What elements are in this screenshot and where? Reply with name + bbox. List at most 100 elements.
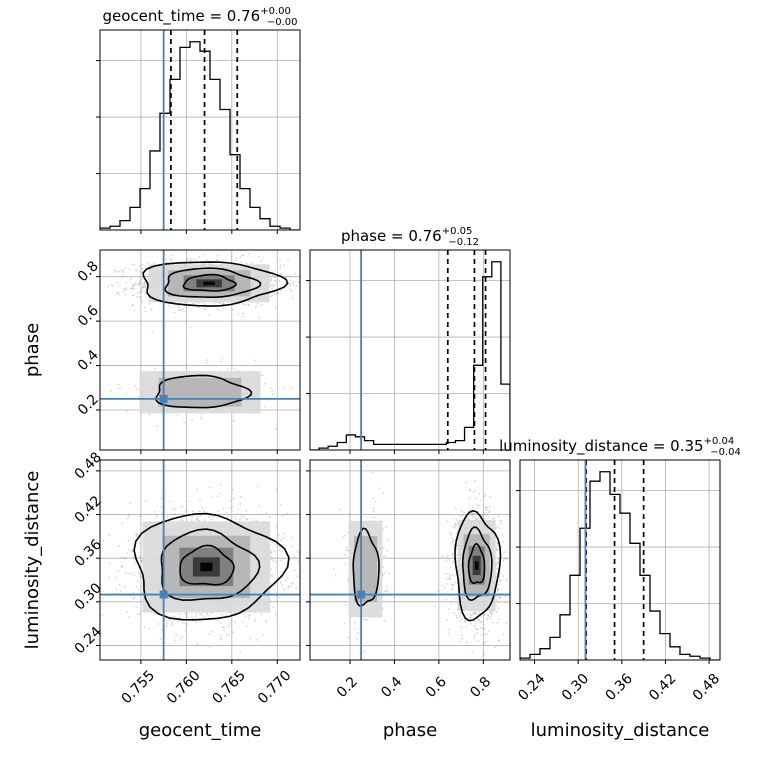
sample-point [449, 566, 452, 569]
sample-point [493, 517, 496, 519]
sample-point [474, 611, 477, 614]
sample-point [141, 263, 144, 266]
sample-point [229, 500, 232, 502]
sample-point [271, 575, 273, 577]
y-tick-label-phase: 0.4 [75, 347, 102, 374]
sample-point [503, 551, 506, 553]
sample-point [497, 639, 500, 642]
sample-point [219, 484, 222, 486]
sample-point [301, 558, 303, 560]
sample-point [143, 306, 146, 309]
sample-point [148, 303, 151, 305]
sample-point [254, 618, 257, 621]
sample-point [347, 578, 349, 581]
sample-point [127, 517, 129, 520]
sample-point [270, 550, 273, 552]
sample-point [382, 566, 384, 568]
sample-point [273, 292, 276, 295]
sample-point [241, 254, 243, 257]
sample-point [196, 643, 199, 646]
sample-point [154, 612, 157, 615]
sample-point [218, 301, 221, 304]
sample-point [186, 616, 189, 619]
sample-point [282, 264, 285, 267]
sample-point [222, 302, 225, 304]
sample-point [180, 309, 183, 311]
sample-point [265, 512, 268, 515]
sample-point [386, 539, 389, 541]
sample-point [136, 579, 139, 582]
sample-point [121, 269, 124, 272]
sample-point [211, 518, 214, 521]
sample-point [453, 598, 456, 600]
sample-point [287, 259, 289, 262]
sample-point [274, 269, 276, 271]
sample-point [185, 363, 188, 365]
sample-point [446, 578, 449, 581]
sample-point [495, 610, 498, 613]
sample-point [275, 428, 277, 430]
sample-point [196, 488, 199, 491]
sample-point [473, 638, 476, 640]
sample-point [177, 305, 180, 308]
sample-point [472, 513, 475, 515]
sample-point [469, 489, 471, 492]
sample-point [346, 546, 348, 549]
sample-point [386, 585, 388, 588]
sample-point [129, 279, 132, 281]
sample-point [153, 510, 156, 513]
sample-point [500, 520, 502, 523]
sample-point [291, 545, 294, 548]
sample-point [219, 638, 222, 640]
sample-point [141, 291, 143, 294]
sample-point [475, 612, 477, 615]
sample-point [276, 282, 278, 285]
sample-point [195, 612, 198, 615]
sample-point [474, 489, 476, 492]
sample-point [220, 360, 223, 363]
sample-point [292, 284, 295, 287]
sample-point [261, 257, 264, 260]
sample-point [504, 557, 506, 560]
sample-point [486, 513, 488, 516]
sample-point [289, 279, 292, 281]
sample-point [137, 572, 140, 574]
sample-point [513, 555, 515, 557]
sample-point [185, 258, 188, 261]
sample-point [279, 582, 282, 584]
sample-point [383, 571, 386, 574]
sample-point [225, 511, 228, 514]
sample-point [455, 518, 457, 521]
sample-point [124, 293, 127, 296]
sample-point [135, 606, 138, 609]
sample-point [472, 491, 475, 493]
sample-point [334, 574, 337, 577]
sample-point [494, 646, 496, 649]
sample-point [186, 257, 189, 260]
sample-point [497, 607, 500, 610]
sample-point [271, 274, 274, 277]
sample-point [473, 620, 476, 622]
sample-point [227, 368, 230, 370]
sample-point [240, 517, 243, 520]
sample-point [183, 622, 186, 625]
sample-point [256, 302, 259, 305]
sample-point [496, 549, 499, 552]
sample-point [167, 305, 170, 307]
sample-point [205, 259, 207, 262]
sample-point [293, 555, 296, 558]
sample-point [220, 621, 223, 624]
title-main: luminosity_distance = 0.35 [499, 437, 703, 456]
sample-point [255, 639, 258, 641]
sample-point [241, 315, 244, 318]
sample-point [243, 303, 246, 306]
sample-point [278, 280, 281, 282]
sample-point [212, 516, 215, 519]
sample-point [318, 284, 320, 286]
sample-point [465, 641, 468, 644]
sample-point [208, 486, 211, 489]
sample-point [499, 580, 501, 582]
sample-point [451, 539, 454, 542]
sample-point [495, 599, 498, 601]
sample-point [118, 545, 120, 548]
